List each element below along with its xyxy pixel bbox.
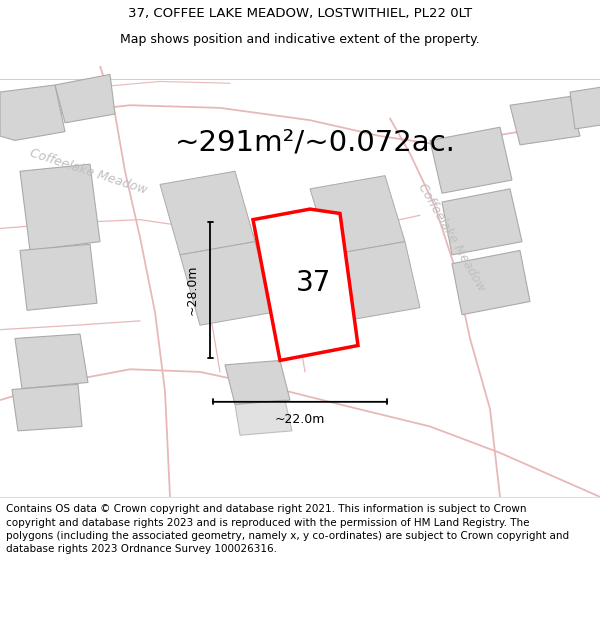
Polygon shape	[310, 176, 405, 255]
Text: ~28.0m: ~28.0m	[185, 265, 199, 315]
Polygon shape	[452, 251, 530, 315]
Polygon shape	[253, 209, 358, 361]
Text: 37: 37	[296, 269, 331, 297]
Polygon shape	[0, 85, 65, 141]
Polygon shape	[15, 334, 88, 389]
Polygon shape	[12, 384, 82, 431]
Polygon shape	[430, 127, 512, 193]
Polygon shape	[510, 96, 580, 145]
Polygon shape	[160, 171, 255, 255]
Polygon shape	[225, 361, 290, 404]
Text: ~291m²/~0.072ac.: ~291m²/~0.072ac.	[175, 129, 456, 157]
Polygon shape	[570, 85, 600, 129]
Text: Coffeelake Meadow: Coffeelake Meadow	[415, 181, 488, 294]
Polygon shape	[235, 400, 292, 435]
Polygon shape	[330, 242, 420, 321]
Polygon shape	[20, 164, 100, 251]
Polygon shape	[180, 242, 275, 325]
Polygon shape	[442, 189, 522, 255]
Text: Coffeelake Meadow: Coffeelake Meadow	[28, 146, 149, 196]
Text: 37, COFFEE LAKE MEADOW, LOSTWITHIEL, PL22 0LT: 37, COFFEE LAKE MEADOW, LOSTWITHIEL, PL2…	[128, 8, 472, 20]
Polygon shape	[55, 74, 115, 123]
Text: ~22.0m: ~22.0m	[275, 413, 325, 426]
Text: Contains OS data © Crown copyright and database right 2021. This information is : Contains OS data © Crown copyright and d…	[6, 504, 569, 554]
Polygon shape	[20, 244, 97, 310]
Text: Map shows position and indicative extent of the property.: Map shows position and indicative extent…	[120, 33, 480, 46]
